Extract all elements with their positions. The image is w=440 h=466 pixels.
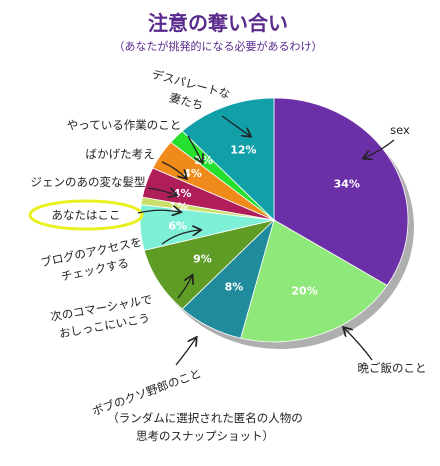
callout-arrow [147, 187, 176, 195]
callout-arrow [161, 161, 186, 178]
slice-percent-label: 20% [291, 284, 317, 297]
callout-arrow [221, 115, 250, 136]
slice-name-label: sex [390, 123, 410, 137]
slice-name-label: 晩ご飯のこと [358, 361, 427, 375]
slice-percent-label: 6% [168, 220, 187, 233]
caption-line-1: （ランダムに選択された匿名の人物の [107, 411, 303, 425]
callout-arrow [177, 276, 192, 299]
slice-name-label: あなたはここ [52, 208, 121, 222]
highlight-circle [28, 199, 144, 231]
callout-arrow [161, 230, 200, 245]
callout-arrow [364, 139, 395, 158]
slice-callout: ばかげた考え [85, 147, 154, 161]
pie-slice [240, 219, 388, 343]
caption-line-2: 思考のスナップショット） [136, 429, 274, 443]
callout-arrow [344, 328, 373, 361]
slice-percent-label: 2% [194, 154, 213, 167]
slice-name-label: ジェンのあの変な髪型 [31, 175, 146, 189]
callout-arrow [137, 210, 180, 213]
slice-percent-label: 4% [173, 187, 192, 200]
slice-callout: sex [390, 123, 410, 137]
slice-callout: 晩ご飯のこと [358, 361, 427, 375]
pie-slice [273, 97, 409, 286]
slice-name-label: やっている作業のこと [67, 118, 181, 132]
slice-callout: あなたはここ [52, 208, 121, 222]
slice-callout: ジェンのあの変な髪型 [31, 175, 146, 189]
slice-callout: やっている作業のこと [67, 118, 181, 132]
callout-arrow [187, 135, 202, 162]
slice-percent-label: 34% [334, 178, 360, 191]
chart-title: 注意の奪い合い [148, 11, 288, 35]
callout-arrow [175, 338, 196, 366]
slice-percent-label: 9% [193, 253, 212, 266]
chart-subtitle: （あなたが挑発的になる必要があるわけ） [114, 39, 323, 53]
slice-name-label: ばかげた考え [85, 147, 154, 161]
slice-percent-label: 8% [225, 280, 244, 293]
slice-percent-label: 12% [230, 144, 256, 157]
slice-name-label: 妻たち [168, 90, 205, 112]
